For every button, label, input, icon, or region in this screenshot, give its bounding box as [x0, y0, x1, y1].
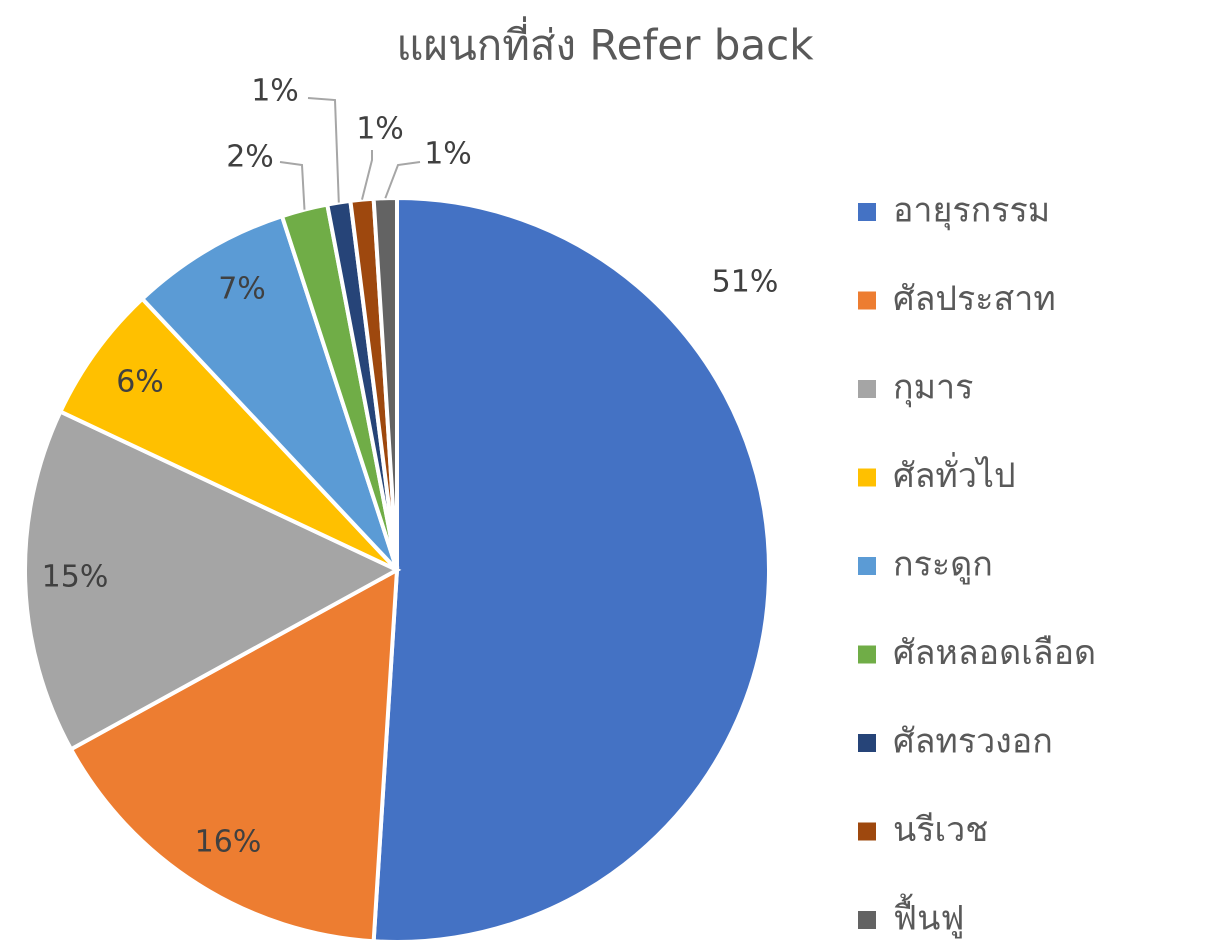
data-label: 1% — [251, 74, 299, 109]
data-label: 16% — [195, 825, 262, 860]
leader-line — [384, 161, 421, 199]
legend-swatch — [858, 380, 876, 398]
data-label: 2% — [226, 140, 274, 175]
legend-swatch — [858, 557, 876, 575]
leader-line — [279, 161, 306, 210]
data-label: 1% — [356, 112, 404, 147]
data-label: 6% — [116, 365, 164, 400]
legend-label: อายุรกรรม — [893, 191, 1050, 231]
data-label: 1% — [424, 137, 472, 172]
legend-swatch — [858, 911, 876, 929]
legend-label: กระดูก — [893, 545, 993, 585]
legend-swatch — [858, 734, 876, 752]
legend-swatch — [858, 291, 876, 310]
legend-label: กุมาร — [893, 368, 973, 408]
data-label: 7% — [218, 272, 266, 307]
legend-label: ศัลทั่วไป — [893, 452, 1016, 496]
legend-swatch — [858, 203, 876, 221]
legend-swatch — [858, 468, 876, 487]
legend-label: ฟื้นฟู — [893, 894, 964, 939]
chart-title: แผนกที่ส่ง Refer back — [396, 17, 814, 70]
legend-swatch — [858, 822, 876, 841]
leader-line — [361, 150, 373, 200]
legend-label: ศัลหลอดเลือด — [893, 633, 1096, 673]
legend-label: ศัลทรวงอก — [893, 722, 1053, 762]
legend-label: ศัลประสาท — [893, 279, 1056, 319]
pie-slice — [139, 213, 399, 572]
leader-line — [307, 97, 340, 203]
data-label: 15% — [42, 560, 109, 595]
legend-label: นรีเวช — [893, 810, 988, 850]
legend-swatch — [858, 645, 876, 664]
pie-slice — [371, 195, 771, 944]
data-label: 51% — [712, 265, 779, 300]
pie-slice — [68, 566, 400, 944]
pie-slice — [57, 295, 399, 572]
pie-slice — [23, 408, 402, 752]
